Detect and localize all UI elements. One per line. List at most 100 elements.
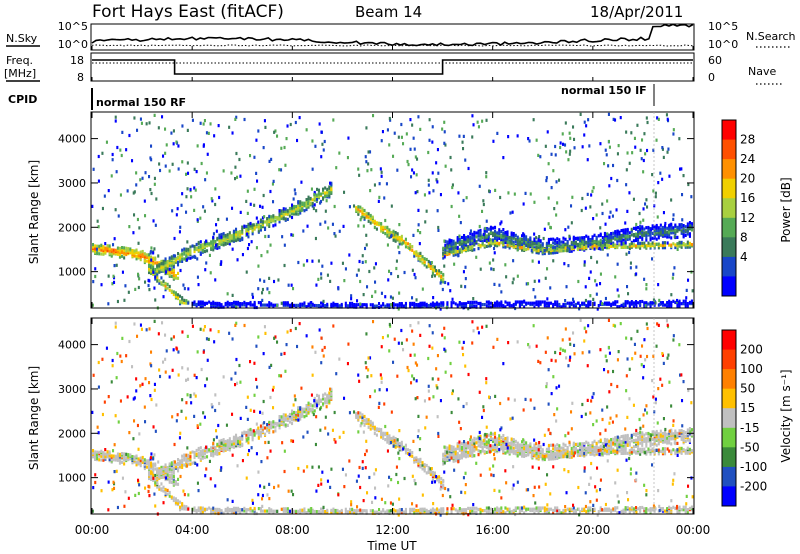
- echo-cell: [568, 247, 571, 251]
- echo-cell: [324, 220, 327, 224]
- echo-cell: [429, 470, 432, 474]
- echo-cell: [168, 261, 171, 265]
- echo-cell: [372, 114, 375, 118]
- echo-cell: [543, 251, 546, 256]
- echo-cell: [440, 301, 443, 305]
- freq-panel-frame: [90, 52, 695, 82]
- echo-cell: [301, 201, 304, 205]
- echo-cell: [556, 446, 559, 451]
- echo-cell: [373, 425, 376, 429]
- echo-cell: [326, 393, 329, 397]
- echo-cell: [464, 265, 467, 269]
- echo-cell: [689, 224, 692, 228]
- echo-cell: [475, 235, 478, 239]
- echo-cell: [463, 440, 466, 444]
- echo-cell: [620, 245, 623, 249]
- echo-cell: [531, 240, 534, 244]
- echo-cell: [425, 265, 428, 269]
- echo-cell: [251, 438, 254, 442]
- echo-cell: [152, 265, 155, 269]
- echo-cell: [463, 234, 466, 238]
- echo-cell: [208, 300, 211, 304]
- echo-cell: [260, 254, 263, 258]
- echo-cell: [400, 302, 403, 306]
- echo-cell: [637, 232, 640, 236]
- echo-cell: [400, 234, 403, 238]
- echo-cell: [592, 217, 595, 221]
- echo-cell: [628, 250, 631, 255]
- echo-cell: [398, 291, 401, 295]
- echo-cell: [628, 234, 631, 239]
- echo-cell: [222, 234, 225, 238]
- echo-cell: [481, 440, 484, 444]
- echo-cell: [558, 302, 561, 307]
- echo-cell: [323, 139, 326, 144]
- echo-cell: [448, 447, 451, 451]
- echo-cell: [566, 301, 569, 305]
- echo-cell: [626, 285, 629, 289]
- echo-cell: [245, 302, 248, 306]
- echo-cell: [214, 202, 217, 207]
- echo-cell: [475, 240, 478, 244]
- echo-cell: [471, 135, 474, 139]
- echo-cell: [545, 301, 548, 305]
- echo-cell: [183, 504, 186, 508]
- echo-cell: [564, 237, 567, 241]
- echo-cell: [624, 234, 627, 238]
- echo-cell: [112, 457, 115, 461]
- echo-cell: [596, 307, 599, 311]
- echo-cell: [567, 225, 570, 229]
- echo-cell: [647, 241, 650, 245]
- echo-cell: [300, 208, 303, 212]
- echo-cell: [595, 245, 598, 249]
- echo-cell: [139, 117, 142, 121]
- echo-cell: [647, 434, 650, 438]
- echo-cell: [404, 301, 407, 306]
- echo-cell: [622, 437, 625, 441]
- echo-cell: [398, 442, 401, 446]
- echo-cell: [599, 142, 602, 146]
- echo-cell: [431, 272, 434, 276]
- echo-cell: [170, 267, 173, 271]
- echo-cell: [378, 182, 381, 186]
- echo-cell: [194, 188, 197, 192]
- echo-cell: [135, 183, 138, 187]
- echo-cell: [247, 222, 250, 226]
- echo-cell: [436, 301, 439, 305]
- echo-cell: [518, 237, 521, 241]
- echo-cell: [152, 467, 155, 471]
- echo-cell: [591, 189, 594, 193]
- echo-cell: [678, 137, 681, 141]
- echo-cell: [554, 300, 557, 304]
- echo-cell: [487, 241, 490, 245]
- echo-cell: [205, 239, 208, 243]
- echo-cell: [404, 451, 407, 455]
- echo-cell: [635, 304, 638, 309]
- echo-cell: [593, 239, 596, 244]
- echo-cell: [166, 269, 169, 273]
- echo-cell: [253, 300, 256, 305]
- echo-cell: [421, 287, 424, 291]
- echo-cell: [679, 167, 682, 171]
- echo-cell: [179, 505, 182, 509]
- echo-cell: [499, 195, 502, 200]
- echo-cell: [326, 302, 329, 306]
- echo-cell: [118, 255, 121, 259]
- echo-cell: [674, 243, 677, 247]
- echo-cell: [100, 243, 103, 247]
- echo-cell: [531, 446, 534, 450]
- echo-cell: [421, 261, 424, 265]
- echo-cell: [504, 245, 507, 249]
- echo-cell: [112, 454, 115, 458]
- echo-cell: [643, 231, 646, 235]
- echo-cell: [204, 178, 207, 182]
- echo-cell: [203, 301, 206, 305]
- echo-cell: [262, 146, 265, 150]
- echo-cell: [310, 187, 313, 191]
- echo-cell: [614, 439, 617, 443]
- echo-cell: [419, 464, 422, 468]
- echo-cell: [657, 246, 660, 250]
- echo-cell: [448, 249, 451, 253]
- echo-cell: [431, 478, 434, 482]
- echo-cell: [230, 442, 233, 446]
